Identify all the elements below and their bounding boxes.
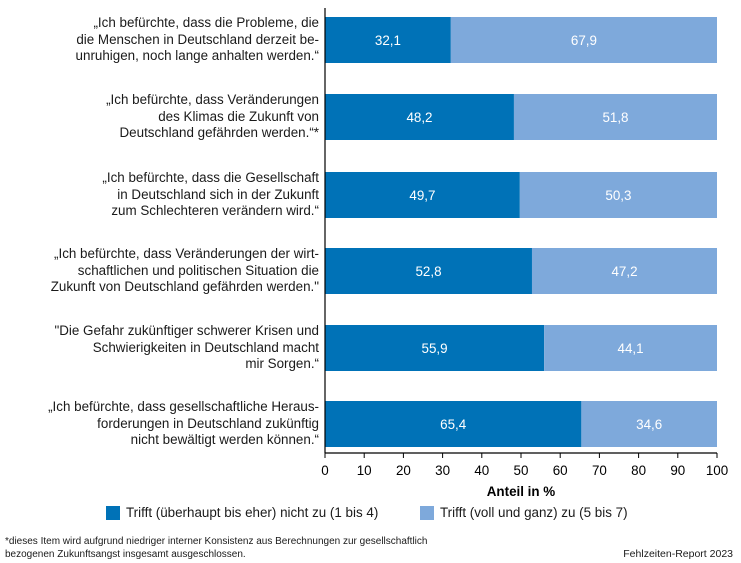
category-label: „Ich befürchte, dass Veränderungen der w…	[51, 246, 319, 296]
legend-label: Trifft (voll und ganz) zu (5 bis 7)	[440, 505, 628, 520]
category-label-line: Deutschland gefährden werden.“*	[119, 125, 320, 140]
legend-swatch	[420, 505, 434, 520]
bar-segment	[325, 248, 532, 294]
legend-item-true: Trifft (voll und ganz) zu (5 bis 7)	[420, 505, 628, 520]
category-label-line: „Ich befürchte, dass die Probleme, die	[93, 15, 319, 30]
bar-segment	[513, 94, 717, 140]
data-label: 44,1	[618, 341, 644, 356]
bar-segment	[325, 172, 520, 218]
category-label-line: die Menschen in Deutschland derzeit be-	[76, 31, 319, 47]
data-label: 47,2	[611, 264, 637, 279]
footnote-line: bezogenen Zukunftsangst insgesamt ausges…	[5, 549, 246, 560]
bar-segment	[325, 325, 545, 371]
x-tick-label: 40	[474, 463, 489, 478]
legend-item-not-true: Trifft (überhaupt bis eher) nicht zu (1 …	[106, 505, 378, 520]
data-label: 51,8	[602, 110, 628, 125]
category-label: „Ich befürchte, dass Veränderungen des Kl…	[106, 92, 319, 142]
x-tick-label: 100	[706, 463, 728, 478]
x-tick-label: 90	[670, 463, 685, 478]
category-label: "Die Gefahr zukünftiger schwerer Krisen …	[54, 323, 319, 373]
category-label-line: des Klimas die Zukunft von	[158, 108, 319, 124]
x-tick-label: 10	[357, 463, 372, 478]
category-label-line: "Die Gefahr zukünftiger schwerer Krisen …	[54, 323, 319, 338]
data-label: 49,7	[409, 188, 435, 203]
bar-segment	[531, 248, 717, 294]
data-label: 67,9	[571, 33, 597, 48]
x-tick-label: 20	[396, 463, 411, 478]
data-label: 50,3	[605, 188, 631, 203]
category-label-line: zum Schlechteren verändern wird.“	[111, 203, 319, 218]
category-label-line: „Ich befürchte, dass Veränderungen der w…	[54, 246, 319, 261]
bar-segment	[581, 401, 717, 447]
x-tick-label: 70	[592, 463, 607, 478]
legend-label: Trifft (überhaupt bis eher) nicht zu (1 …	[126, 505, 379, 520]
category-label: „Ich befürchte, dass gesellschaftliche H…	[48, 399, 319, 449]
legend-swatch	[106, 505, 120, 520]
footnote-line: *dieses Item wird aufgrund niedriger int…	[5, 536, 428, 547]
data-label: 65,4	[440, 417, 467, 432]
category-label: „Ich befürchte, dass die Gesellschaft in …	[102, 170, 319, 220]
x-tick-label: 30	[435, 463, 450, 478]
category-label-line: forderungen in Deutschland zukünftig	[97, 415, 319, 431]
x-tick-label: 50	[514, 463, 529, 478]
category-label-line: mir Sorgen.“	[245, 356, 319, 371]
data-label: 32,1	[375, 33, 401, 48]
category-label-line: Schwierigkeiten in Deutschland macht	[92, 339, 319, 355]
footnote: *dieses Item wird aufgrund niedriger int…	[5, 535, 427, 561]
bar-segment	[325, 94, 514, 140]
x-axis-label: Anteil in %	[487, 484, 556, 499]
category-label-line: in Deutschland sich in der Zukunft	[117, 186, 319, 202]
category-label-line: unruhigen, noch lange anhalten werden.“	[75, 48, 319, 63]
category-label: „Ich befürchte, dass die Probleme, die di…	[76, 15, 319, 65]
data-label: 55,9	[422, 341, 448, 356]
data-label: 48,2	[406, 110, 432, 125]
category-label-line: „Ich befürchte, dass Veränderungen	[106, 92, 319, 107]
bar-segment	[544, 325, 717, 371]
x-tick-label: 60	[553, 463, 568, 478]
bar-segment	[450, 17, 717, 63]
x-tick-label: 0	[321, 463, 328, 478]
category-label-line: „Ich befürchte, dass die Gesellschaft	[102, 170, 319, 185]
source: Fehlzeiten-Report 2023	[623, 548, 733, 560]
data-label: 52,8	[415, 264, 441, 279]
category-label-line: nicht bewältigt werden können.“	[130, 432, 319, 447]
category-label-line: „Ich befürchte, dass gesellschaftliche H…	[48, 399, 319, 414]
bar-segment	[325, 401, 582, 447]
x-tick-label: 80	[631, 463, 646, 478]
bar-segment	[325, 17, 451, 63]
category-label-line: Zukunft von Deutschland gefährden werden…	[50, 279, 319, 294]
bar-segment	[519, 172, 717, 218]
category-label-line: schaftlichen und politischen Situation d…	[77, 262, 319, 278]
data-label: 34,6	[636, 417, 662, 432]
